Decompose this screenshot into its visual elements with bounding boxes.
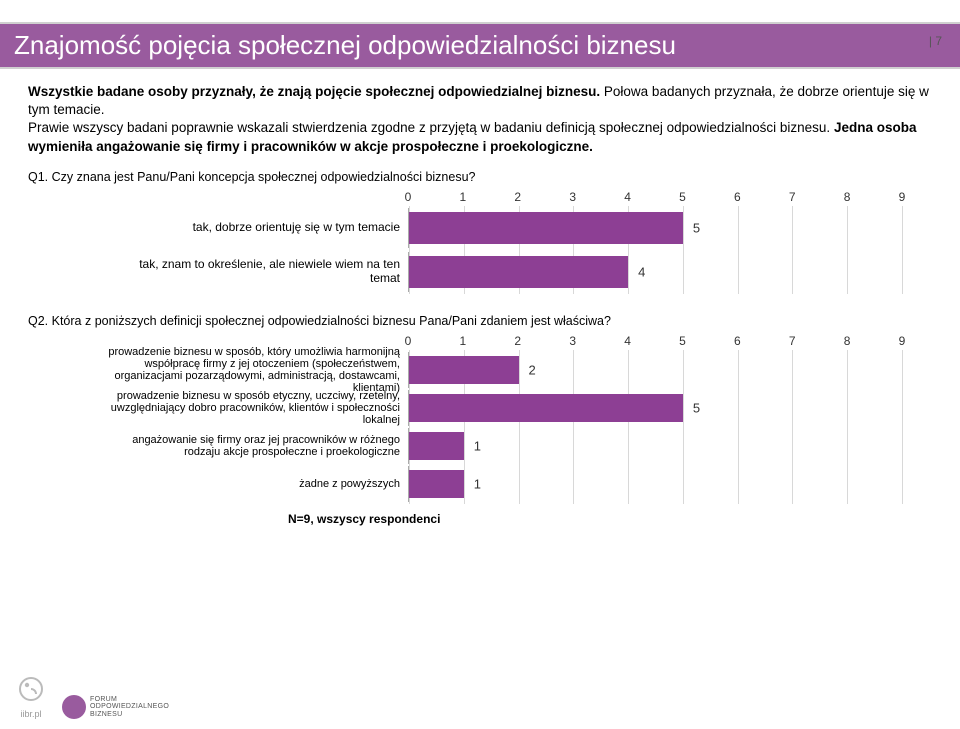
intro-text: Wszystkie badane osoby przyznały, że zna… (28, 83, 932, 156)
chart-q1: 0123456789tak, dobrze orientuję się w ty… (108, 190, 902, 292)
bar-area: 1 (408, 428, 902, 464)
axis-tick: 5 (679, 334, 686, 348)
bar-row: tak, znam to określenie, ale niewiele wi… (108, 252, 902, 292)
question-q1: Q1. Czy znana jest Panu/Pani koncepcja s… (28, 170, 932, 184)
axis-tick: 3 (569, 334, 576, 348)
bar-area: 2 (408, 352, 902, 388)
bar-value: 1 (474, 476, 481, 491)
page-title: Znajomość pojęcia społecznej odpowiedzia… (14, 30, 946, 61)
bar-row: angażowanie się firmy oraz jej pracownik… (108, 428, 902, 464)
bar-value: 4 (638, 264, 645, 279)
axis-tick: 0 (405, 190, 412, 204)
axis-tick: 8 (844, 190, 851, 204)
bar-row: prowadzenie biznesu w sposób, który umoż… (108, 352, 902, 388)
bar (409, 470, 464, 498)
axis-tick: 3 (569, 190, 576, 204)
forum-logo: FORUM ODPOWIEDZIALNEGO BIZNESU (62, 695, 169, 719)
axis-tick: 0 (405, 334, 412, 348)
iibr-logo: iibr.pl (14, 675, 48, 719)
forum-text-l2: ODPOWIEDZIALNEGO (90, 703, 169, 710)
axis-tick: 7 (789, 190, 796, 204)
bar-label: tak, dobrze orientuję się w tym temacie (108, 221, 408, 235)
bar (409, 256, 628, 288)
bar-label: angażowanie się firmy oraz jej pracownik… (108, 434, 408, 458)
footer-note: N=9, wszyscy respondenci (288, 512, 932, 526)
chart-q2: 0123456789prowadzenie biznesu w sposób, … (108, 334, 902, 502)
bar-value: 5 (693, 400, 700, 415)
bar-label: tak, znam to określenie, ale niewiele wi… (108, 258, 408, 286)
iibr-text: iibr.pl (20, 709, 41, 719)
axis-tick: 6 (734, 190, 741, 204)
bar-area: 1 (408, 466, 902, 502)
footer-logos: iibr.pl FORUM ODPOWIEDZIALNEGO BIZNESU (14, 675, 169, 719)
axis-tick: 6 (734, 334, 741, 348)
intro-sentence-2a: Prawie wszyscy badani poprawnie wskazali… (28, 120, 834, 135)
content: Wszystkie badane osoby przyznały, że zna… (0, 69, 960, 526)
bar-label: prowadzenie biznesu w sposób etyczny, uc… (108, 390, 408, 426)
axis-tick: 1 (460, 334, 467, 348)
bar (409, 394, 683, 422)
axis-tick: 2 (514, 190, 521, 204)
bar (409, 212, 683, 244)
bar-label: żadne z powyższych (108, 478, 408, 490)
bar-row: żadne z powyższych 1 (108, 466, 902, 502)
axis-tick: 4 (624, 190, 631, 204)
bar-area: 5 (408, 208, 902, 248)
intro-sentence-1a: Wszystkie badane osoby przyznały, że zna… (28, 84, 604, 99)
bar (409, 432, 464, 460)
axis-tick: 7 (789, 334, 796, 348)
bar-value: 1 (474, 438, 481, 453)
axis-tick: 4 (624, 334, 631, 348)
bar-area: 4 (408, 252, 902, 292)
bar-label: prowadzenie biznesu w sposób, który umoż… (108, 346, 408, 394)
bar-value: 5 (693, 220, 700, 235)
bar-area: 5 (408, 390, 902, 426)
forum-dot-icon (62, 695, 86, 719)
axis-tick: 1 (460, 190, 467, 204)
forum-text-l1: FORUM (90, 696, 169, 703)
axis-tick: 8 (844, 334, 851, 348)
bar-row: tak, dobrze orientuję się w tym temacie 5 (108, 208, 902, 248)
forum-text-l3: BIZNESU (90, 711, 169, 718)
axis-tick: 9 (899, 334, 906, 348)
bar-value: 2 (529, 362, 536, 377)
bar-row: prowadzenie biznesu w sposób etyczny, uc… (108, 390, 902, 426)
question-q2: Q2. Która z poniższych definicji społecz… (28, 314, 932, 328)
axis-tick: 9 (899, 190, 906, 204)
axis-tick: 5 (679, 190, 686, 204)
axis-tick: 2 (514, 334, 521, 348)
page-number: | 7 (929, 34, 942, 48)
bar (409, 356, 519, 384)
title-bar: Znajomość pojęcia społecznej odpowiedzia… (0, 22, 960, 69)
